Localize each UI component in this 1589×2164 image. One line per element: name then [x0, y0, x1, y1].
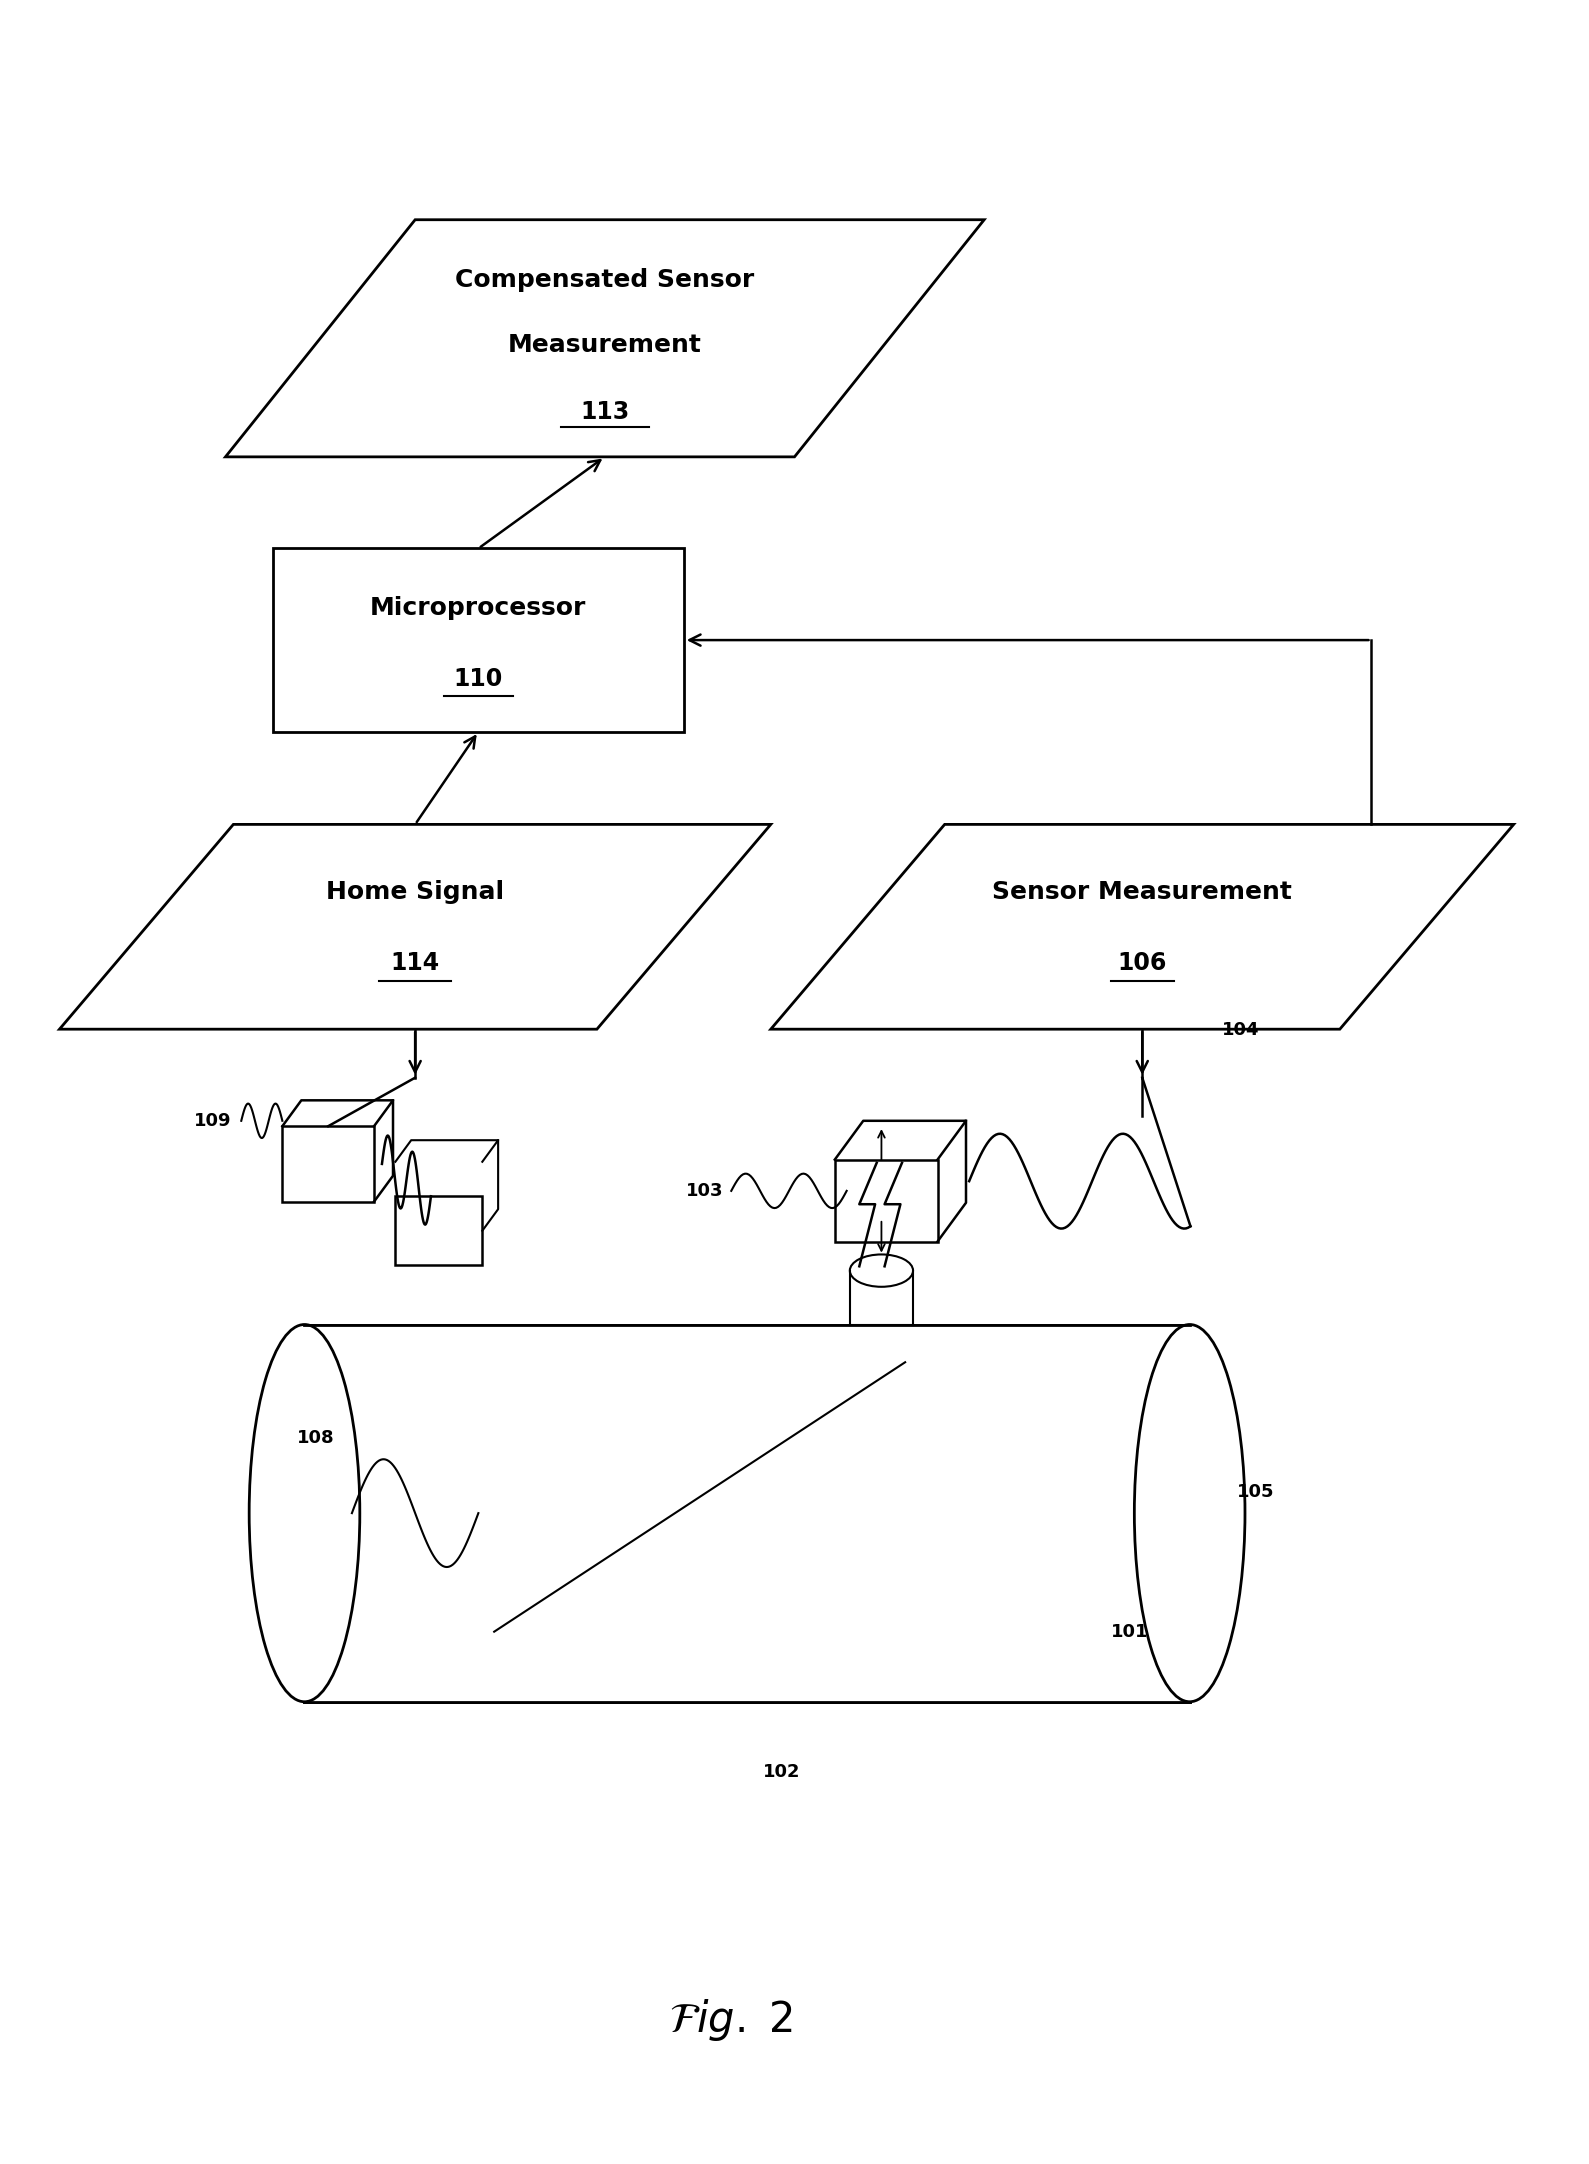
- Polygon shape: [771, 824, 1514, 1030]
- Text: 101: 101: [1111, 1623, 1149, 1640]
- Polygon shape: [59, 824, 771, 1030]
- Text: 102: 102: [763, 1764, 801, 1781]
- Ellipse shape: [1135, 1324, 1246, 1701]
- Ellipse shape: [850, 1255, 914, 1288]
- Bar: [283, 1125, 373, 1201]
- Bar: [834, 1160, 938, 1242]
- Bar: [305, 1324, 1190, 1701]
- Ellipse shape: [249, 1324, 359, 1701]
- Text: Home Signal: Home Signal: [326, 881, 504, 905]
- Text: 114: 114: [391, 952, 440, 976]
- Text: 103: 103: [686, 1182, 723, 1199]
- Text: 109: 109: [194, 1112, 232, 1130]
- Text: 113: 113: [580, 400, 629, 424]
- Bar: [396, 1197, 483, 1266]
- Text: $\mathcal{F}ig.\ 2$: $\mathcal{F}ig.\ 2$: [669, 1997, 793, 2043]
- Bar: [273, 547, 683, 731]
- Text: 110: 110: [454, 667, 504, 690]
- Text: Microprocessor: Microprocessor: [370, 595, 586, 619]
- Text: 108: 108: [297, 1428, 334, 1448]
- Text: 105: 105: [1238, 1482, 1274, 1500]
- Text: 104: 104: [1222, 1021, 1260, 1039]
- Polygon shape: [226, 221, 984, 457]
- Text: Compensated Sensor: Compensated Sensor: [454, 268, 755, 292]
- Text: 106: 106: [1117, 952, 1166, 976]
- Text: Sensor Measurement: Sensor Measurement: [992, 881, 1292, 905]
- Text: Measurement: Measurement: [508, 333, 702, 357]
